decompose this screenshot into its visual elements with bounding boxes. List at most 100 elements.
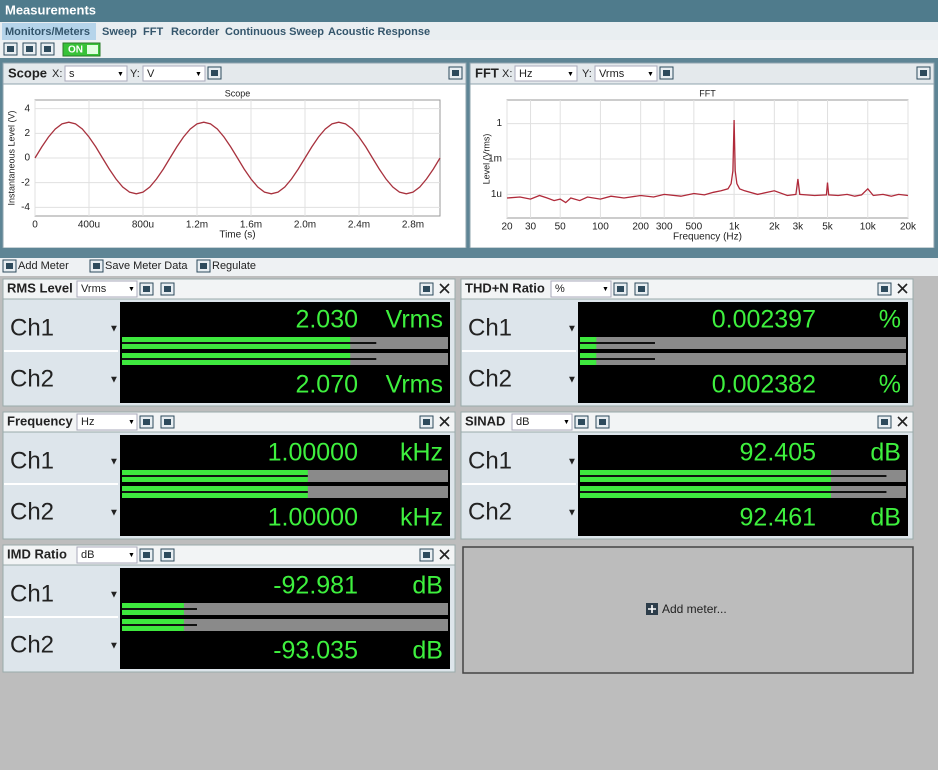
unit-select[interactable] xyxy=(76,280,138,298)
meter-display xyxy=(578,435,908,536)
tab[interactable]: Sweep xyxy=(102,26,137,38)
x-tick-label: 0 xyxy=(32,220,38,231)
meter-title: SINAD xyxy=(465,413,505,428)
dropdown-arrow: ▼ xyxy=(567,508,577,519)
channel-label[interactable]: Ch2 xyxy=(10,631,54,658)
x-tick-label: 100 xyxy=(592,222,609,233)
tab[interactable]: Monitors/Meters xyxy=(5,26,90,38)
meter-title: IMD Ratio xyxy=(7,546,67,561)
y-select[interactable] xyxy=(142,65,206,82)
y-axis-label: Level (Vrms) xyxy=(481,134,491,185)
channel-label[interactable]: Ch1 xyxy=(468,447,512,474)
meter-value: 2.070 xyxy=(295,371,358,399)
tab-selected xyxy=(2,23,96,40)
close-button[interactable] xyxy=(439,416,450,427)
toolbar-button[interactable]: Add Meter xyxy=(18,260,69,272)
y-tick-label: 2 xyxy=(24,128,30,139)
x-select-value: Hz xyxy=(519,68,532,80)
x-tick-label: 1k xyxy=(729,222,741,233)
display-button-glyph xyxy=(143,419,150,425)
y-tick-label: 1 xyxy=(496,118,502,129)
tab[interactable]: Continuous Sweep xyxy=(225,26,324,38)
x-select-value: s xyxy=(69,68,75,80)
y-tick-label: -4 xyxy=(21,202,30,213)
x-tick-label: 500 xyxy=(686,222,703,233)
unit-select-value: dB xyxy=(81,549,94,561)
toolbar-button[interactable]: Save Meter Data xyxy=(105,260,188,272)
meter-value: 2.030 xyxy=(295,306,358,334)
channel-label[interactable]: Ch2 xyxy=(468,498,512,525)
y-tick-label: 4 xyxy=(24,103,30,114)
meter-value: 0.002397 xyxy=(712,306,816,334)
meter-unit: Vrms xyxy=(386,306,443,334)
popout-button-glyph xyxy=(452,70,459,76)
toggle-knob xyxy=(87,45,98,54)
y-select-value: V xyxy=(147,68,155,80)
unit-select[interactable] xyxy=(76,413,138,431)
y-select[interactable] xyxy=(594,65,658,82)
meter-title: THD+N Ratio xyxy=(465,280,545,295)
unit-select-value: % xyxy=(555,283,565,295)
meter-value: 92.405 xyxy=(740,439,816,467)
add-meter-label[interactable]: Add meter... xyxy=(662,602,727,616)
toggle-label: ON xyxy=(68,45,83,56)
tab[interactable]: Recorder xyxy=(171,26,220,38)
bar-track xyxy=(122,603,448,615)
add-meter-slot[interactable] xyxy=(462,546,914,674)
title-bar xyxy=(0,0,938,22)
meter-value: 92.461 xyxy=(740,504,816,532)
x-tick-label: 30 xyxy=(525,222,537,233)
unit-select[interactable] xyxy=(550,280,612,298)
meter-unit: Vrms xyxy=(386,371,443,399)
unit-select[interactable] xyxy=(76,546,138,564)
close-button[interactable] xyxy=(897,416,908,427)
popout-button-glyph xyxy=(423,419,430,425)
popout-button-glyph xyxy=(881,419,888,425)
unit-select-value: dB xyxy=(516,416,529,428)
x-tick-label: 200 xyxy=(632,222,649,233)
popout-button-glyph xyxy=(423,286,430,292)
dropdown-arrow: ▼ xyxy=(109,641,119,652)
axis-select-label: Y: xyxy=(582,68,592,80)
bar-track xyxy=(580,353,906,365)
meter-display xyxy=(120,568,450,669)
x-tick-label: 20 xyxy=(501,222,513,233)
close-button[interactable] xyxy=(439,283,450,294)
settings-button-glyph xyxy=(164,286,171,292)
close-button[interactable] xyxy=(439,549,450,560)
meter-unit: % xyxy=(879,306,901,334)
x-tick-label: 2.8m xyxy=(402,220,424,231)
axis-select-label: X: xyxy=(52,68,62,80)
dropdown-arrow: ▼ xyxy=(602,286,609,293)
dropdown-arrow: ▼ xyxy=(128,419,135,426)
channel-label[interactable]: Ch1 xyxy=(10,580,54,607)
display-button-glyph xyxy=(578,419,585,425)
display-button-glyph xyxy=(143,286,150,292)
dropdown-arrow: ▼ xyxy=(563,419,570,426)
splitter xyxy=(0,248,938,258)
meter-toolbar xyxy=(0,258,938,276)
x-tick-label: 20k xyxy=(900,222,917,233)
x-select[interactable] xyxy=(64,65,128,82)
channel-label[interactable]: Ch2 xyxy=(10,365,54,392)
tab[interactable]: Acoustic Response xyxy=(328,26,430,38)
meter-value: 0.002382 xyxy=(712,371,816,399)
channel-label[interactable]: Ch1 xyxy=(10,447,54,474)
x-select[interactable] xyxy=(514,65,578,82)
channel-label[interactable]: Ch1 xyxy=(10,314,54,341)
unit-select[interactable] xyxy=(511,413,573,431)
popout-button-glyph xyxy=(881,286,888,292)
x-tick-label: 2k xyxy=(769,222,781,233)
tab[interactable]: FFT xyxy=(143,26,163,38)
toolbar-button[interactable]: Regulate xyxy=(212,260,256,272)
close-button[interactable] xyxy=(897,283,908,294)
panel-title: Scope xyxy=(8,65,47,80)
channel-label[interactable]: Ch1 xyxy=(468,314,512,341)
channel-label[interactable]: Ch2 xyxy=(468,365,512,392)
channel-label[interactable]: Ch2 xyxy=(10,498,54,525)
toolbar-icon-glyph xyxy=(93,263,100,269)
dropdown-arrow: ▼ xyxy=(109,375,119,386)
meter-unit: dB xyxy=(870,504,901,532)
